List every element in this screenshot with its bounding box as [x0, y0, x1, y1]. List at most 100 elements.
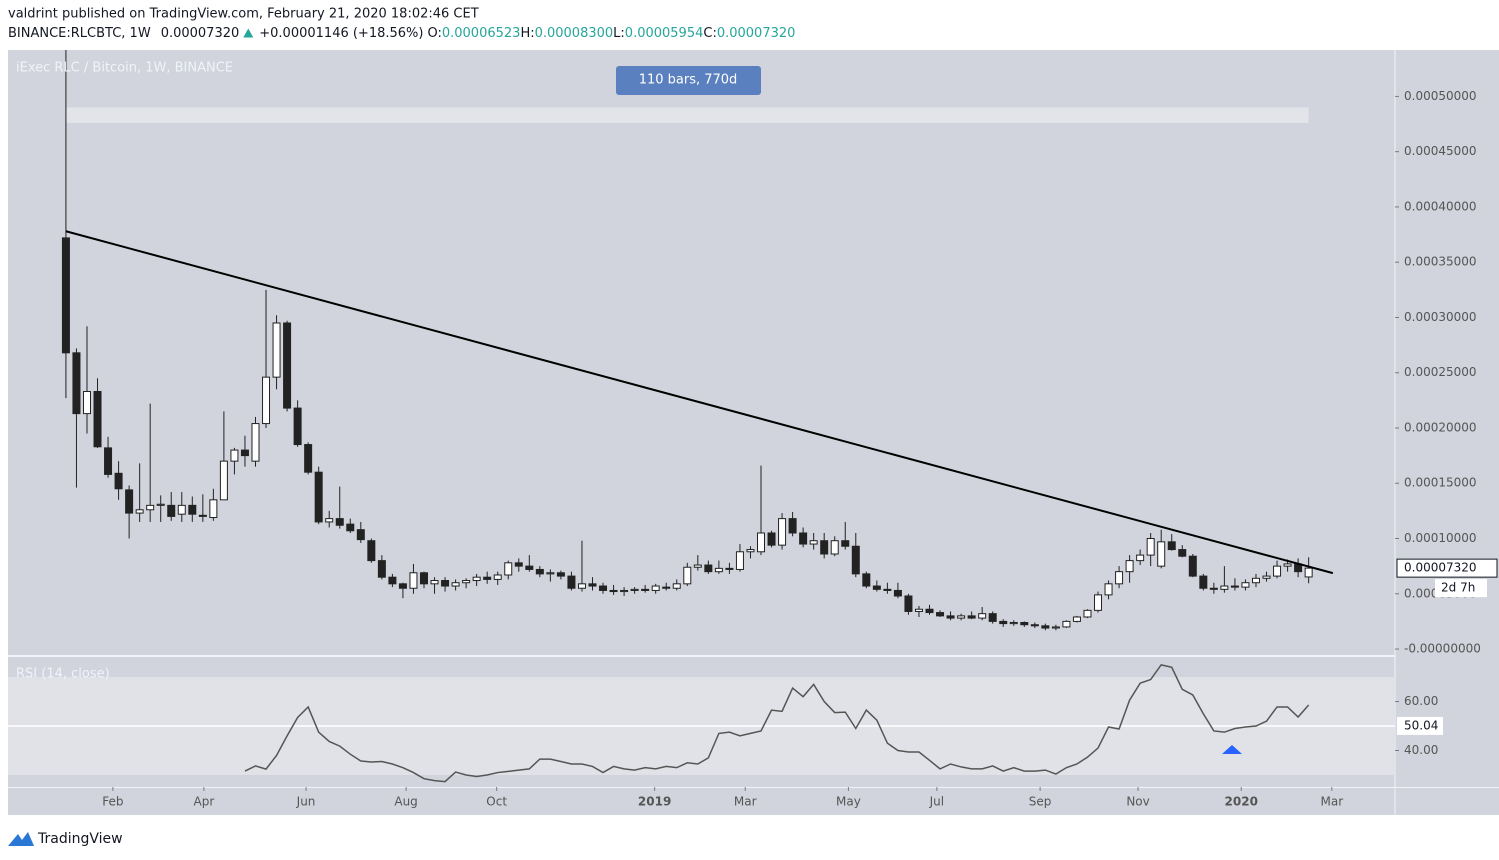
- candle-body: [683, 566, 692, 585]
- candle-body: [272, 322, 281, 378]
- quote-value: 0.00007320: [717, 26, 796, 41]
- candle-body: [662, 586, 671, 589]
- candle-body: [841, 540, 850, 547]
- candle-body: [167, 504, 176, 517]
- candle-body: [1251, 577, 1260, 584]
- candle-body: [188, 504, 197, 515]
- x-tick-label: Nov: [1126, 795, 1149, 809]
- candle-body: [693, 564, 702, 568]
- candle-body: [925, 608, 934, 614]
- candle-body: [114, 472, 123, 490]
- quote-key: L:: [613, 26, 625, 41]
- candle-body: [914, 608, 923, 612]
- candle-body: [567, 575, 576, 589]
- candle-body: [820, 540, 829, 555]
- quote-line: BINANCE:RLCBTC, 1W 0.00007320 +0.00001146 …: [8, 26, 795, 41]
- last-price-box: [1396, 558, 1498, 578]
- candle-body: [799, 532, 808, 545]
- candle-body: [251, 423, 260, 462]
- candle-body: [757, 532, 766, 553]
- candle-body: [483, 576, 492, 580]
- x-tick-label: Oct: [486, 795, 507, 809]
- x-tick-label: 2019: [638, 795, 671, 809]
- x-tick-label: May: [836, 795, 861, 809]
- candle-body: [872, 585, 881, 590]
- candle-body: [156, 503, 165, 506]
- overlay: -0.000000000.000050000.000100000.0001500…: [102, 89, 1498, 809]
- rsi-tick-label: 40.00: [1404, 743, 1438, 757]
- quote-value: 0.00008300: [535, 26, 614, 41]
- candle-body: [714, 567, 723, 573]
- candle-body: [61, 237, 70, 354]
- candle-body: [556, 572, 565, 577]
- candle-body: [904, 595, 913, 612]
- candle-body: [957, 615, 966, 619]
- logo: TradingView: [8, 831, 123, 847]
- x-tick-label: Aug: [394, 795, 417, 809]
- candle-body: [1009, 622, 1018, 625]
- quote-key: H:: [520, 26, 534, 41]
- candle-body: [1167, 541, 1176, 551]
- candle-body: [651, 585, 660, 591]
- candle-body: [830, 540, 839, 555]
- candle-body: [262, 376, 271, 425]
- candle-body: [462, 580, 471, 584]
- candle-body: [240, 449, 249, 457]
- candle-body: [630, 588, 639, 591]
- measure-box: [616, 66, 761, 95]
- x-tick-label: Jun: [296, 795, 316, 809]
- symbol: BINANCE:RLCBTC, 1W: [8, 26, 151, 41]
- quote-key: O:: [427, 26, 441, 41]
- legend: iExec RLC / Bitcoin, 1W, BINANCE: [16, 61, 233, 76]
- candle-body: [851, 545, 860, 575]
- candle-body: [1146, 538, 1155, 556]
- candle-body: [135, 509, 144, 514]
- x-tick-label: Jul: [929, 795, 944, 809]
- candle-body: [293, 407, 302, 446]
- x-tick-label: 2020: [1225, 795, 1258, 809]
- x-tick-label: Mar: [1320, 795, 1343, 809]
- candle-body: [1030, 624, 1039, 627]
- y-tick-label: 0.00030000: [1404, 310, 1477, 324]
- candle-body: [609, 589, 618, 593]
- candle-body: [409, 572, 418, 589]
- rsi-tick-label: 60.00: [1404, 694, 1438, 708]
- candle-body: [809, 540, 818, 545]
- candle-body: [104, 447, 113, 475]
- candle-body: [1072, 616, 1081, 622]
- candle-body: [1051, 626, 1060, 629]
- candle-body: [504, 562, 513, 576]
- candle-body: [283, 322, 292, 409]
- candle-body: [367, 540, 376, 562]
- candle-body: [967, 615, 976, 619]
- candle-body: [430, 580, 439, 585]
- candle-body: [1188, 555, 1197, 577]
- candle-body: [219, 460, 228, 501]
- candle-body: [72, 352, 81, 415]
- measure-label: 110 bars, 770d: [639, 73, 738, 88]
- candle-body: [1230, 585, 1239, 588]
- candle-body: [304, 444, 313, 473]
- candle-body: [725, 567, 734, 570]
- candle-body: [230, 449, 239, 462]
- candle-body: [1020, 622, 1029, 626]
- candle-body: [388, 576, 397, 585]
- y-tick-label: 0.00035000: [1404, 255, 1477, 269]
- rsi-line: [244, 663, 1310, 783]
- y-tick-label: 0.00010000: [1404, 531, 1477, 545]
- candle-body: [767, 532, 776, 546]
- candle-body: [1241, 582, 1250, 588]
- candle-body: [198, 514, 207, 517]
- candle-body: [356, 529, 365, 541]
- candle-body: [1220, 585, 1229, 590]
- candle-body: [1178, 549, 1187, 557]
- y-tick-label: 0.00025000: [1404, 365, 1477, 379]
- candle-body: [441, 580, 450, 587]
- arrow-marker: [1222, 745, 1242, 754]
- candle-body: [788, 518, 797, 534]
- candle-body: [936, 612, 945, 617]
- candle-body: [1062, 620, 1071, 628]
- candle-body: [146, 504, 155, 511]
